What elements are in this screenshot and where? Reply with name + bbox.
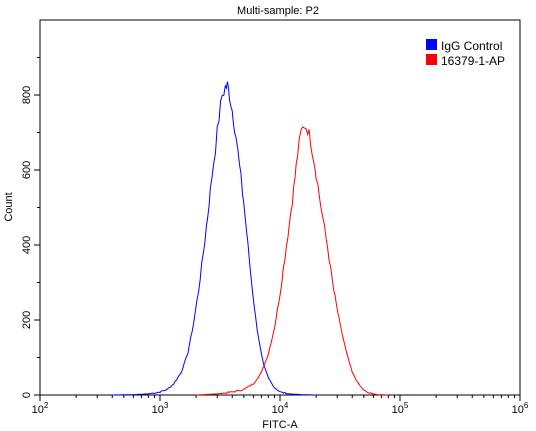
plot-frame bbox=[39, 19, 521, 396]
series-group bbox=[112, 81, 389, 396]
legend-label-igg-control: IgG Control bbox=[441, 39, 502, 53]
y-tick-label: 200 bbox=[21, 311, 33, 329]
series-line-igg-control bbox=[112, 81, 317, 396]
legend: IgG Control 16379-1-AP bbox=[426, 39, 505, 68]
x-tick-label: 103 bbox=[152, 401, 169, 416]
x-tick-label: 106 bbox=[512, 401, 529, 416]
y-axis: 0 200 400 600 800 bbox=[21, 57, 40, 398]
x-tick-label: 104 bbox=[272, 401, 289, 416]
series-line-16379-1-ap bbox=[196, 126, 389, 396]
y-tick-label: 0 bbox=[21, 392, 33, 398]
legend-swatch-igg-control bbox=[426, 39, 437, 50]
y-axis-label: Count bbox=[3, 192, 15, 221]
legend-swatch-16379-1-ap bbox=[426, 54, 437, 65]
chart-title: Multi-sample: P2 bbox=[237, 5, 319, 17]
x-axis-label: FITC-A bbox=[262, 419, 298, 431]
x-tick-label: 102 bbox=[32, 401, 49, 416]
legend-label-16379-1-ap: 16379-1-AP bbox=[441, 54, 505, 68]
y-tick-label: 800 bbox=[21, 86, 33, 104]
x-tick-label: 105 bbox=[392, 401, 409, 416]
x-axis: 102 103 104 105 106 bbox=[32, 395, 529, 416]
y-tick-label: 400 bbox=[21, 236, 33, 254]
y-tick-label: 600 bbox=[21, 161, 33, 179]
